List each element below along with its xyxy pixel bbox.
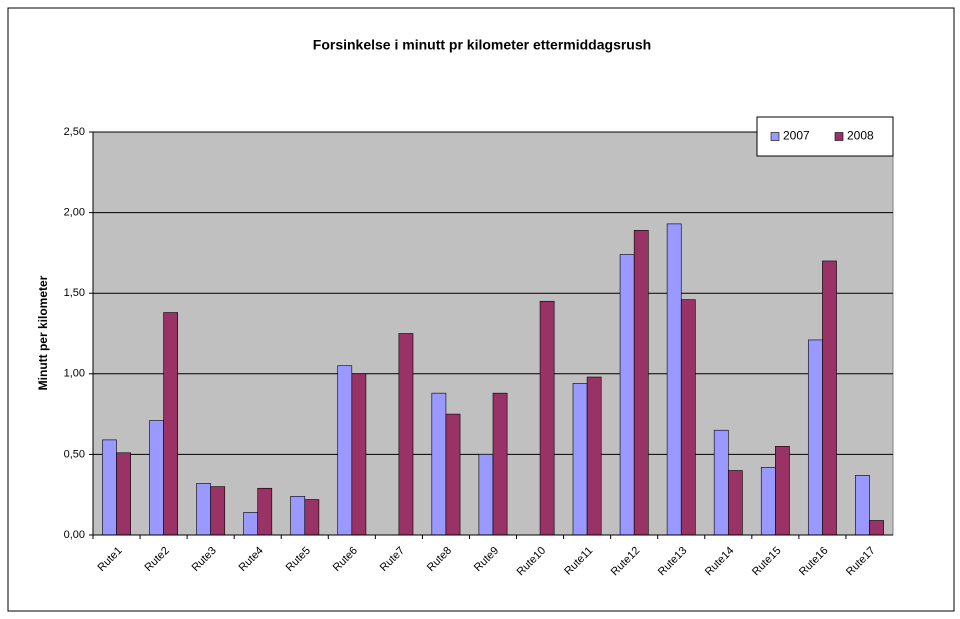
legend-swatch	[770, 132, 780, 141]
legend-label: 2007	[783, 129, 810, 143]
bar	[102, 439, 117, 536]
y-tick-label: 2,50	[64, 126, 85, 138]
bar	[243, 512, 259, 536]
bar	[492, 392, 508, 536]
bar	[398, 333, 414, 536]
bar	[680, 299, 696, 536]
bar	[149, 420, 164, 536]
y-axis-label: Minutt per kilometer	[36, 275, 50, 390]
bar	[633, 230, 649, 536]
bar	[869, 520, 884, 536]
bar	[445, 413, 461, 536]
bar	[210, 486, 226, 536]
bar	[727, 470, 743, 536]
y-tick-label: 0,50	[64, 448, 85, 460]
y-tick-label: 2,00	[64, 207, 85, 219]
bar	[619, 254, 635, 536]
bar	[431, 392, 447, 536]
y-tick-label: 0,00	[64, 529, 85, 541]
bar	[478, 454, 494, 536]
bar	[760, 466, 776, 536]
bar	[572, 383, 588, 536]
legend-swatch	[834, 132, 844, 141]
bar	[855, 475, 870, 536]
bar	[666, 223, 682, 536]
y-tick-label: 1,00	[64, 368, 85, 380]
bar	[351, 373, 367, 536]
bar	[586, 376, 602, 536]
bar	[116, 452, 131, 536]
bar	[539, 300, 555, 536]
bar	[257, 487, 273, 536]
bar	[713, 429, 729, 536]
bar	[163, 312, 179, 536]
y-tick-label: 1,50	[64, 287, 85, 299]
bar	[304, 499, 320, 536]
bar	[196, 483, 211, 536]
legend-label: 2008	[847, 129, 874, 143]
bar	[290, 496, 306, 536]
bar	[337, 365, 353, 536]
legend-box	[756, 116, 894, 157]
bar	[807, 339, 823, 536]
bar	[822, 260, 837, 536]
chart-title: Forsinkelse i minutt pr kilometer etterm…	[313, 37, 651, 53]
bar	[775, 446, 790, 536]
